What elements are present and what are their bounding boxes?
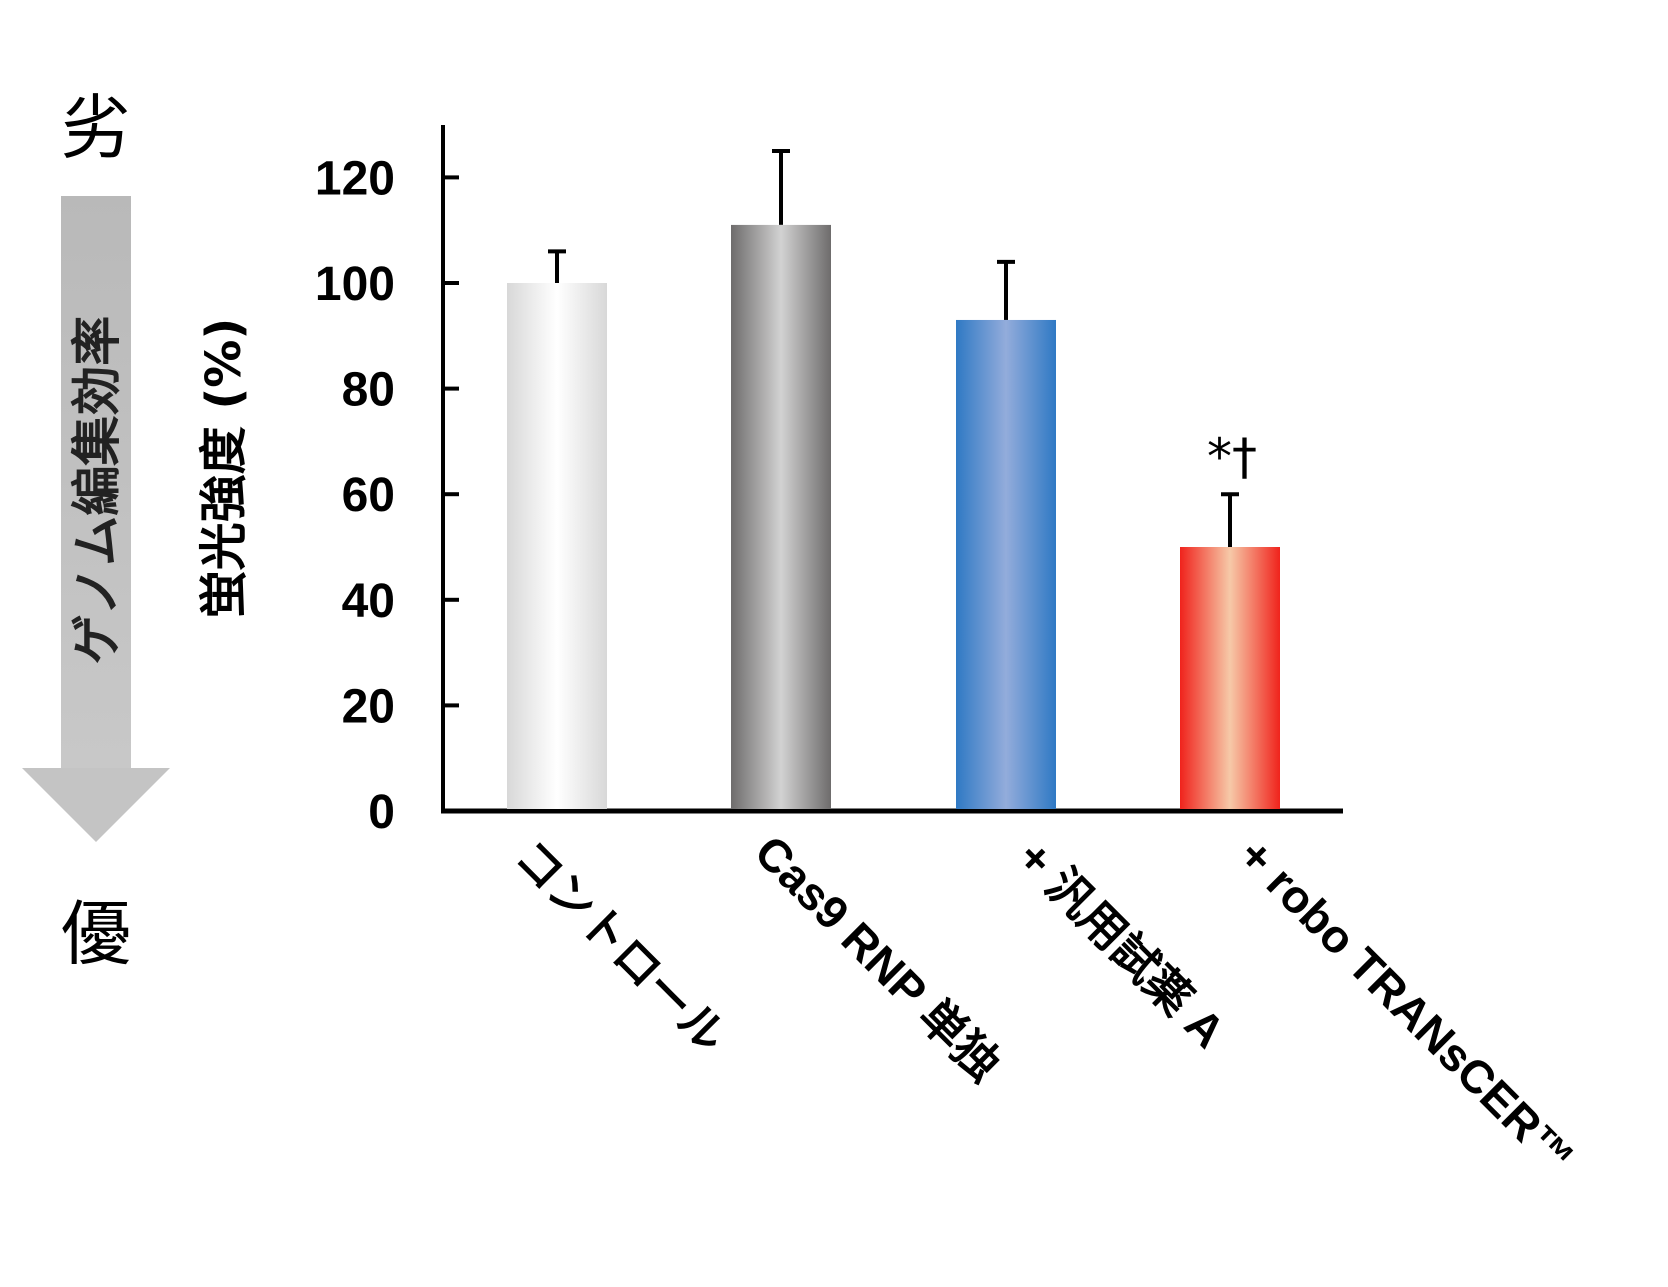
scale-arrow-label: ゲノム編集効率: [68, 316, 126, 665]
scale-top-label: 劣: [61, 87, 131, 169]
y-tick-label: 40: [342, 575, 395, 628]
bar: [507, 283, 607, 809]
bars: *†: [507, 149, 1280, 810]
category-label: + robo TRANsCER™: [1229, 828, 1585, 1184]
category-label: Cas9 RNP 単独: [745, 825, 1011, 1091]
down-arrow-icon: [22, 196, 170, 842]
quality-scale: 劣 ゲノム編集効率 優: [22, 87, 170, 975]
bar: [1180, 547, 1280, 809]
y-tick-label: 20: [342, 680, 395, 733]
axes: [441, 125, 1343, 814]
y-tick-label: 80: [342, 364, 395, 417]
y-tick-label: 120: [315, 152, 395, 205]
significance-marker: *†: [1207, 428, 1257, 486]
y-axis-label: 蛍光強度 (%): [196, 318, 252, 619]
scale-bottom-label: 優: [61, 893, 131, 975]
category-labels: コントロール Cas9 RNP 単独+ 汎用試薬 A+ robo TRANsCER…: [505, 825, 1585, 1184]
bar: [956, 319, 1056, 809]
y-ticks: 0 20 40 60 80 100 120: [315, 152, 459, 839]
category-label: コントロール: [505, 830, 737, 1062]
bar: [731, 224, 831, 810]
y-tick-label: 100: [315, 258, 395, 311]
y-tick-label: 60: [342, 469, 395, 522]
category-label: + 汎用試薬 A: [1008, 830, 1235, 1057]
y-tick-label: 0: [368, 786, 395, 839]
